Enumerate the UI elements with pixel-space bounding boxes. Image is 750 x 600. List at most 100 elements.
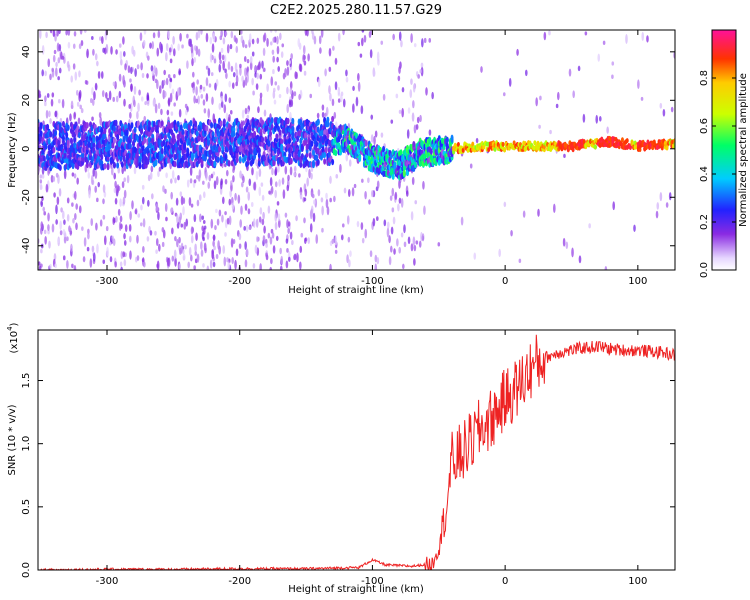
noise-speckle <box>317 189 321 197</box>
noise-speckle <box>241 109 245 119</box>
noise-speckle <box>167 97 171 107</box>
noise-speckle <box>211 96 214 105</box>
noise-speckle <box>40 248 43 254</box>
noise-speckle <box>277 84 280 91</box>
noise-speckle <box>393 248 396 255</box>
noise-speckle <box>307 237 311 245</box>
noise-speckle <box>190 235 194 244</box>
noise-speckle <box>200 249 204 257</box>
noise-speckle <box>123 98 126 107</box>
noise-speckle <box>215 176 219 186</box>
noise-speckle <box>123 51 126 57</box>
spectral-energy <box>270 117 274 124</box>
noise-speckle <box>157 211 160 221</box>
noise-speckle <box>498 248 501 258</box>
noise-speckle <box>222 196 225 205</box>
noise-speckle <box>280 255 284 264</box>
noise-speckle <box>232 175 235 183</box>
noise-speckle <box>265 252 268 258</box>
noise-speckle <box>195 175 199 180</box>
noise-speckle <box>282 189 286 199</box>
noise-speckle <box>334 57 338 65</box>
noise-speckle <box>251 51 255 57</box>
spectral-energy <box>316 147 320 155</box>
spectral-energy <box>179 124 183 131</box>
noise-speckle <box>295 71 298 80</box>
noise-speckle <box>209 36 213 45</box>
spectral-energy <box>176 139 180 146</box>
noise-speckle <box>325 106 329 117</box>
noise-speckle <box>372 70 376 77</box>
noise-speckle <box>202 263 205 268</box>
noise-speckle <box>49 30 53 34</box>
noise-speckle <box>193 179 197 184</box>
noise-speckle <box>220 47 224 54</box>
noise-speckle <box>309 93 313 99</box>
spectral-energy <box>582 139 586 145</box>
noise-speckle <box>186 60 189 69</box>
noise-speckle <box>111 235 114 243</box>
noise-speckle <box>53 49 57 55</box>
top-x-axis-label: Height of straight line (km) <box>288 285 424 296</box>
noise-speckle <box>279 32 282 41</box>
bottom-y-axis-label: SNR (10 * v/v) <box>7 404 18 475</box>
noise-speckle <box>113 187 117 194</box>
noise-speckle <box>124 224 128 232</box>
noise-speckle <box>87 228 90 235</box>
spectral-energy <box>218 146 222 153</box>
noise-speckle <box>126 175 130 184</box>
noise-speckle <box>398 109 402 114</box>
noise-speckle <box>231 82 235 89</box>
noise-speckle <box>72 218 75 224</box>
noise-speckle <box>241 75 244 83</box>
noise-speckle <box>123 233 126 240</box>
noise-speckle <box>158 243 161 252</box>
noise-speckle <box>345 76 349 83</box>
noise-speckle <box>178 247 182 256</box>
noise-speckle <box>289 87 293 95</box>
noise-speckle <box>304 188 308 197</box>
noise-speckle <box>157 102 161 110</box>
spectral-energy <box>227 160 231 167</box>
noise-speckle <box>114 197 118 205</box>
noise-speckle <box>334 249 338 254</box>
top-y-axis-label: Frequency (Hz) <box>7 112 18 188</box>
noise-speckle <box>119 215 123 223</box>
noise-speckle <box>202 180 205 185</box>
bottom-ytick-label: 1.5 <box>21 373 32 389</box>
noise-speckle <box>102 214 106 220</box>
noise-speckle <box>102 259 106 265</box>
noise-speckle <box>94 170 98 179</box>
noise-speckle <box>293 172 296 177</box>
noise-speckle <box>173 48 176 57</box>
noise-speckle <box>460 216 464 226</box>
noise-speckle <box>179 212 183 221</box>
spectral-energy <box>143 137 147 144</box>
noise-speckle <box>128 104 132 109</box>
noise-speckle <box>286 184 290 192</box>
noise-speckle <box>123 259 127 267</box>
noise-speckle <box>124 63 127 71</box>
spectral-energy <box>402 169 406 177</box>
noise-speckle <box>612 201 616 211</box>
noise-speckle <box>144 101 147 106</box>
spectral-energy <box>331 115 335 123</box>
noise-speckle <box>277 164 280 173</box>
noise-speckle <box>96 60 99 67</box>
noise-speckle <box>611 61 615 66</box>
noise-speckle <box>321 205 324 216</box>
noise-speckle <box>52 175 56 183</box>
noise-speckle <box>352 103 355 113</box>
noise-speckle <box>298 63 302 72</box>
noise-speckle <box>197 30 201 39</box>
noise-speckle <box>256 236 259 243</box>
noise-speckle <box>659 102 663 109</box>
noise-speckle <box>99 116 103 126</box>
noise-speckle <box>41 45 45 55</box>
spectral-energy <box>286 117 290 125</box>
noise-speckle <box>133 85 137 95</box>
spectral-energy <box>120 161 124 168</box>
noise-speckle <box>141 184 145 190</box>
spectral-energy <box>61 135 65 142</box>
noise-speckle <box>244 203 248 211</box>
